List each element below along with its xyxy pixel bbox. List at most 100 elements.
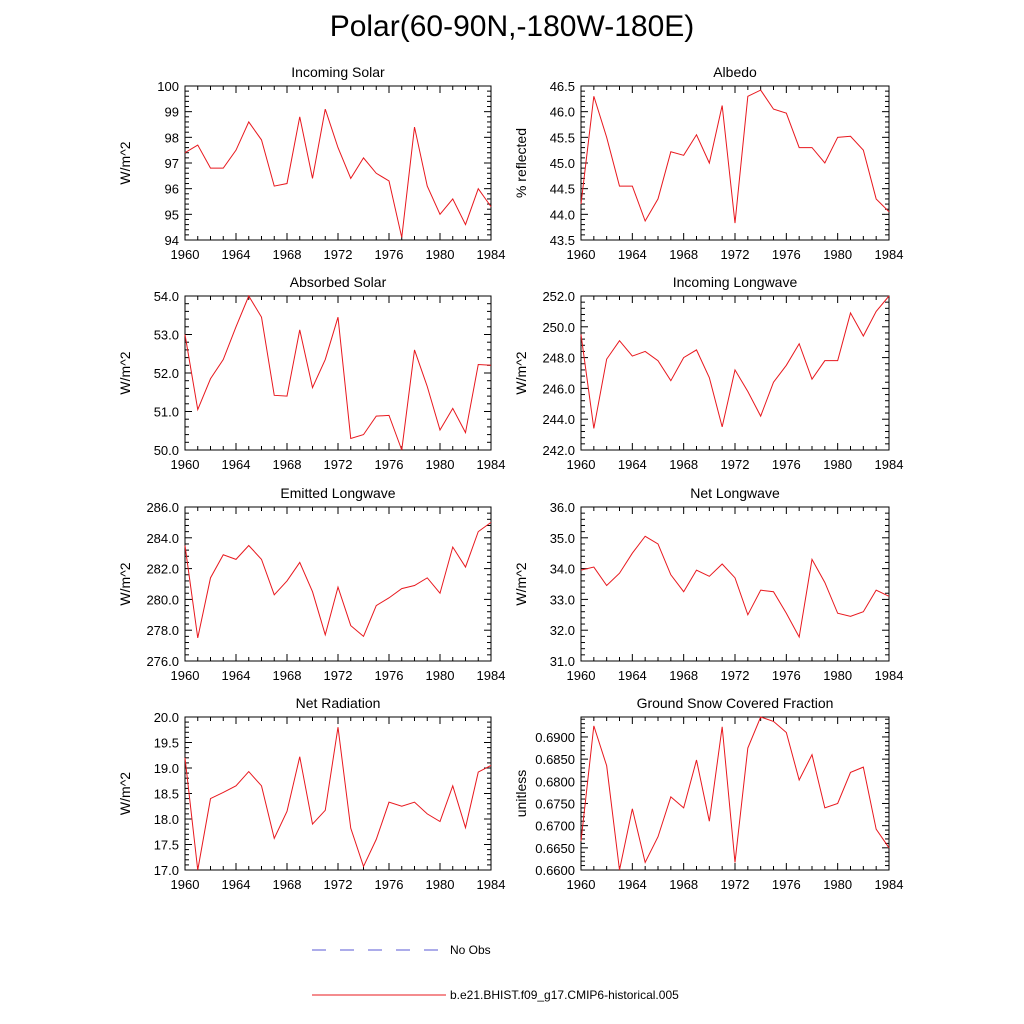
x-tick-label: 1964 — [618, 247, 647, 262]
x-tick-label: 1972 — [324, 877, 353, 892]
chart-title: Incoming Longwave — [673, 274, 798, 290]
y-axis-label: W/m^2 — [513, 562, 529, 605]
y-tick-label: 0.6700 — [535, 819, 575, 834]
series-line-ground-snow-covered-fraction — [580, 716, 890, 871]
x-tick-label: 1968 — [669, 877, 698, 892]
y-tick-label: 46.0 — [550, 105, 575, 120]
y-tick-label: 250.0 — [542, 320, 575, 335]
x-tick-label: 1976 — [375, 247, 404, 262]
x-tick-label: 1960 — [567, 457, 596, 472]
y-tick-label: 284.0 — [146, 531, 179, 546]
chart-title: Emitted Longwave — [280, 485, 395, 501]
series-line-incoming-solar — [184, 108, 492, 238]
y-tick-label: 44.0 — [550, 207, 575, 222]
x-tick-label: 1984 — [875, 877, 904, 892]
series-line-net-radiation — [184, 727, 492, 871]
x-tick-label: 1984 — [875, 247, 904, 262]
x-tick-label: 1984 — [477, 877, 506, 892]
x-tick-label: 1960 — [567, 668, 596, 683]
chart-emitted-longwave: Emitted Longwave W/m^2 1960 1964 1968 1972 197… — [117, 485, 505, 683]
y-tick-label: 18.0 — [154, 812, 179, 827]
chart-albedo: Albedo % reflected 1960 1964 1968 1972 1976 198… — [513, 64, 903, 262]
x-tick-label: 1980 — [823, 668, 852, 683]
x-tick-label: 1980 — [823, 247, 852, 262]
y-axis-label: W/m^2 — [117, 141, 133, 184]
x-tick-label: 1964 — [618, 457, 647, 472]
x-tick-label: 1984 — [875, 457, 904, 472]
x-tick-label: 1976 — [375, 457, 404, 472]
x-tick-label: 1980 — [823, 457, 852, 472]
x-tick-label: 1972 — [324, 247, 353, 262]
x-tick-label: 1976 — [375, 877, 404, 892]
x-tick-label: 1964 — [618, 877, 647, 892]
x-tick-label: 1968 — [273, 247, 302, 262]
y-tick-label: 33.0 — [550, 592, 575, 607]
x-tick-label: 1984 — [477, 247, 506, 262]
plot-frame — [184, 716, 492, 871]
legend-model-label: b.e21.BHIST.f09_g17.CMIP6-historical.005 — [450, 988, 679, 1002]
plot-frame — [580, 85, 890, 241]
x-tick-label: 1980 — [426, 877, 455, 892]
x-tick-label: 1968 — [669, 247, 698, 262]
y-tick-label: 280.0 — [146, 592, 179, 607]
x-tick-label: 1976 — [375, 668, 404, 683]
page-title: Polar(60-90N,-180W-180E) — [329, 10, 695, 43]
y-tick-label: 94 — [165, 233, 179, 248]
y-tick-label: 98 — [165, 130, 179, 145]
x-tick-label: 1972 — [721, 457, 750, 472]
y-tick-label: 252.0 — [542, 289, 575, 304]
y-tick-label: 52.0 — [154, 366, 179, 381]
y-tick-label: 99 — [165, 105, 179, 120]
y-tick-label: 0.6900 — [535, 730, 575, 745]
x-tick-label: 1976 — [772, 877, 801, 892]
x-tick-label: 1960 — [171, 247, 200, 262]
x-tick-label: 1968 — [669, 668, 698, 683]
y-tick-label: 36.0 — [550, 500, 575, 515]
x-tick-label: 1972 — [324, 457, 353, 472]
y-axis-label: W/m^2 — [513, 351, 529, 394]
x-tick-label: 1980 — [823, 877, 852, 892]
x-tick-label: 1960 — [567, 247, 596, 262]
series-line-net-longwave — [580, 535, 890, 639]
x-tick-label: 1984 — [477, 457, 506, 472]
plot-frame — [184, 506, 492, 662]
x-tick-label: 1960 — [171, 877, 200, 892]
chart-title: Net Longwave — [690, 485, 780, 501]
y-tick-label: 44.5 — [550, 182, 575, 197]
y-tick-label: 242.0 — [542, 443, 575, 458]
x-tick-label: 1976 — [772, 457, 801, 472]
x-tick-label: 1964 — [222, 877, 251, 892]
y-axis-label: W/m^2 — [117, 772, 133, 815]
chart-incoming-solar: Incoming Solar W/m^2 1960 1964 1968 1972 1976 1… — [117, 64, 505, 262]
x-tick-label: 1964 — [222, 668, 251, 683]
y-tick-label: 31.0 — [550, 654, 575, 669]
y-tick-label: 278.0 — [146, 623, 179, 638]
chart-title: Incoming Solar — [291, 64, 385, 80]
x-tick-label: 1972 — [721, 668, 750, 683]
y-tick-label: 34.0 — [550, 562, 575, 577]
x-tick-label: 1968 — [669, 457, 698, 472]
y-tick-label: 43.5 — [550, 233, 575, 248]
x-tick-label: 1984 — [477, 668, 506, 683]
plot-frame — [580, 295, 890, 451]
x-tick-label: 1980 — [426, 247, 455, 262]
chart-title: Net Radiation — [296, 695, 381, 711]
y-tick-label: 246.0 — [542, 381, 575, 396]
y-tick-label: 54.0 — [154, 289, 179, 304]
y-tick-label: 53.0 — [154, 328, 179, 343]
chart-absorbed-solar: Absorbed Solar W/m^2 1960 1964 1968 1972 1976 1… — [117, 274, 505, 472]
series-line-incoming-longwave — [580, 295, 890, 429]
x-tick-label: 1968 — [273, 457, 302, 472]
plot-frame — [580, 716, 890, 871]
y-tick-label: 282.0 — [146, 562, 179, 577]
x-tick-label: 1968 — [273, 877, 302, 892]
x-tick-label: 1972 — [721, 247, 750, 262]
y-tick-label: 276.0 — [146, 654, 179, 669]
y-tick-label: 0.6800 — [535, 774, 575, 789]
y-tick-label: 100 — [157, 79, 179, 94]
x-tick-label: 1960 — [567, 877, 596, 892]
x-tick-label: 1964 — [618, 668, 647, 683]
series-line-emitted-longwave — [184, 521, 492, 639]
chart-title: Absorbed Solar — [290, 274, 387, 290]
x-tick-label: 1972 — [324, 668, 353, 683]
